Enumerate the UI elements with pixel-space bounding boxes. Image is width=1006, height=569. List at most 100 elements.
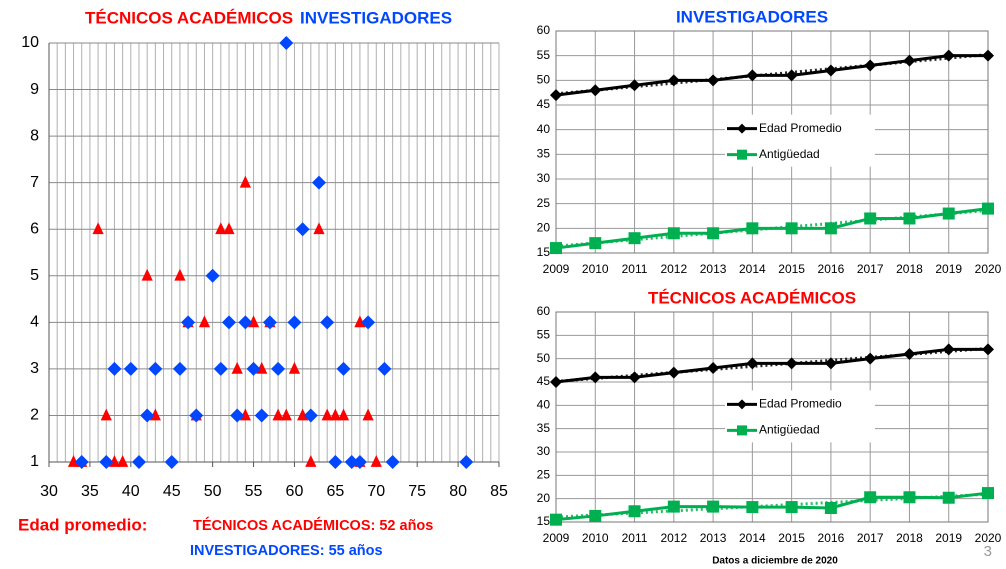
marker [107, 361, 122, 376]
y-tick-label: 60 [537, 23, 551, 37]
marker [149, 408, 161, 421]
x-tick-label: 2010 [582, 262, 609, 276]
marker [628, 232, 641, 245]
x-tick-label: 2015 [778, 262, 805, 276]
marker [198, 315, 211, 328]
x-tick-label: 2014 [739, 262, 766, 276]
y-tick-label: 3 [30, 360, 39, 377]
marker [140, 408, 155, 423]
y-tick-label: 40 [537, 398, 551, 412]
marker [903, 212, 916, 225]
y-tick-label: 25 [537, 196, 551, 210]
x-tick-label: 85 [490, 483, 508, 500]
x-tick-label: 80 [449, 483, 467, 500]
marker [287, 315, 302, 330]
marker [132, 455, 146, 469]
marker [667, 366, 680, 379]
series-line [555, 347, 988, 384]
marker [320, 315, 335, 330]
marker [550, 513, 562, 526]
marker [313, 222, 325, 235]
legend-box [725, 390, 875, 443]
marker [707, 362, 720, 374]
y-tick-label: 9 [30, 81, 39, 98]
y-tick-label: 55 [537, 328, 551, 342]
marker [628, 371, 641, 384]
marker [864, 352, 877, 365]
y-tick-label: 6 [30, 220, 39, 237]
x-tick-label: 2013 [700, 262, 727, 276]
marker [785, 222, 798, 235]
marker [785, 501, 798, 514]
x-tick-label: 70 [367, 483, 385, 500]
x-tick-label: 2016 [818, 262, 845, 276]
y-tick-label: 35 [537, 147, 551, 161]
marker [550, 376, 562, 388]
marker [100, 408, 112, 421]
x-tick-label: 30 [40, 483, 58, 500]
marker [108, 455, 121, 467]
y-tick-label: 45 [537, 374, 551, 388]
y-tick-label: 55 [537, 48, 551, 62]
marker [362, 408, 374, 421]
marker [707, 227, 720, 240]
marker [785, 357, 798, 370]
marker [746, 501, 759, 514]
legend-label: Antigüedad [759, 423, 820, 437]
marker [328, 455, 343, 469]
marker [246, 361, 261, 376]
marker [262, 315, 277, 330]
y-tick-label: 1 [30, 453, 39, 470]
marker [189, 408, 204, 423]
x-tick-label: 35 [81, 483, 99, 500]
marker [824, 502, 837, 514]
marker [223, 222, 235, 235]
marker [297, 408, 309, 421]
x-tick-label: 50 [204, 483, 222, 500]
marker [982, 49, 994, 62]
x-tick-label: 2016 [818, 531, 845, 545]
marker [215, 222, 227, 235]
marker [352, 455, 367, 469]
series-line [555, 54, 988, 97]
marker [942, 207, 955, 220]
marker [550, 242, 562, 255]
marker [280, 408, 292, 421]
x-tick-label: 60 [286, 483, 304, 500]
marker [92, 222, 104, 235]
marker [942, 49, 955, 62]
marker [707, 74, 720, 87]
annotation: Edad promedio: [18, 515, 147, 534]
marker [746, 357, 759, 370]
y-tick-label: 8 [30, 127, 39, 144]
y-tick-label: 15 [537, 245, 551, 259]
marker [231, 361, 243, 374]
x-tick-label: 2015 [778, 531, 805, 545]
y-tick-label: 2 [30, 407, 39, 424]
marker [785, 69, 798, 82]
marker [213, 361, 228, 376]
note: Datos a diciembre de 2020 [712, 556, 838, 567]
marker [550, 89, 562, 102]
x-tick-label: 2010 [582, 531, 609, 545]
y-tick-label: 20 [537, 221, 551, 235]
marker [385, 455, 400, 469]
legend-label: Antigüedad [759, 147, 820, 161]
x-tick-label: 2018 [896, 262, 923, 276]
x-tick-label: 2019 [935, 262, 962, 276]
y-tick-label: 30 [537, 444, 551, 458]
x-tick-label: 2009 [543, 531, 570, 545]
marker [288, 361, 301, 374]
marker [303, 408, 318, 423]
plot-border [555, 311, 989, 523]
marker [903, 54, 916, 67]
marker [99, 455, 114, 469]
marker [459, 455, 474, 469]
marker [354, 315, 366, 328]
marker [312, 175, 326, 190]
x-tick-label: 45 [163, 483, 181, 500]
marker [74, 455, 89, 469]
marker [117, 455, 129, 467]
y-tick-label: 7 [30, 174, 39, 191]
